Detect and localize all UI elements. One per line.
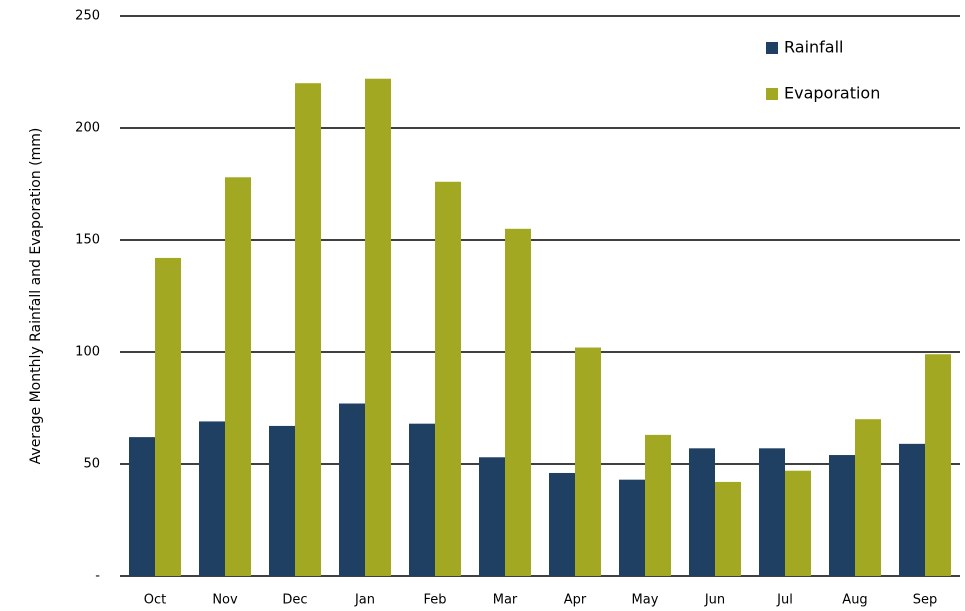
bar bbox=[435, 181, 461, 576]
bar bbox=[505, 228, 531, 577]
bar bbox=[479, 457, 505, 576]
bar bbox=[225, 177, 251, 576]
x-tick-label: Nov bbox=[212, 593, 238, 608]
y-tick-label: - bbox=[95, 569, 100, 584]
x-tick-label: Jul bbox=[776, 593, 793, 608]
legend-swatch bbox=[766, 88, 778, 100]
bar bbox=[365, 78, 391, 576]
legend-swatch bbox=[766, 42, 778, 54]
y-tick-label: 100 bbox=[75, 345, 100, 360]
y-tick-label: 200 bbox=[75, 121, 100, 136]
bar bbox=[339, 403, 365, 576]
bar bbox=[925, 354, 951, 576]
bar bbox=[785, 470, 811, 576]
x-tick-label: Jan bbox=[354, 593, 375, 608]
x-tick-label: Apr bbox=[564, 593, 587, 608]
x-tick-label: Feb bbox=[423, 593, 446, 608]
legend-label: Evaporation bbox=[784, 84, 880, 103]
bar bbox=[829, 455, 855, 576]
bar bbox=[759, 448, 785, 576]
bar bbox=[155, 257, 181, 576]
bar bbox=[619, 479, 645, 576]
x-tick-label: Aug bbox=[842, 593, 867, 608]
y-tick-label: 250 bbox=[75, 9, 100, 24]
bar bbox=[645, 434, 671, 576]
x-tick-label: Mar bbox=[493, 593, 518, 608]
y-axis-label: Average Monthly Rainfall and Evaporation… bbox=[28, 128, 44, 465]
bar bbox=[129, 437, 155, 576]
bar bbox=[295, 83, 321, 576]
x-tick-label: May bbox=[632, 593, 659, 608]
x-tick-label: Dec bbox=[282, 593, 307, 608]
bar bbox=[269, 425, 295, 576]
x-tick-label: Sep bbox=[913, 593, 938, 608]
legend-label: Rainfall bbox=[784, 38, 843, 57]
y-tick-label: 150 bbox=[75, 233, 100, 248]
x-tick-label: Jun bbox=[704, 593, 725, 608]
bar bbox=[575, 347, 601, 576]
bar bbox=[409, 423, 435, 576]
bar bbox=[715, 481, 741, 576]
bar bbox=[855, 419, 881, 576]
x-tick-label: Oct bbox=[144, 593, 166, 608]
bar bbox=[549, 472, 575, 576]
bar bbox=[689, 448, 715, 576]
bar bbox=[199, 421, 225, 576]
y-tick-label: 50 bbox=[83, 457, 100, 472]
bar bbox=[899, 443, 925, 576]
